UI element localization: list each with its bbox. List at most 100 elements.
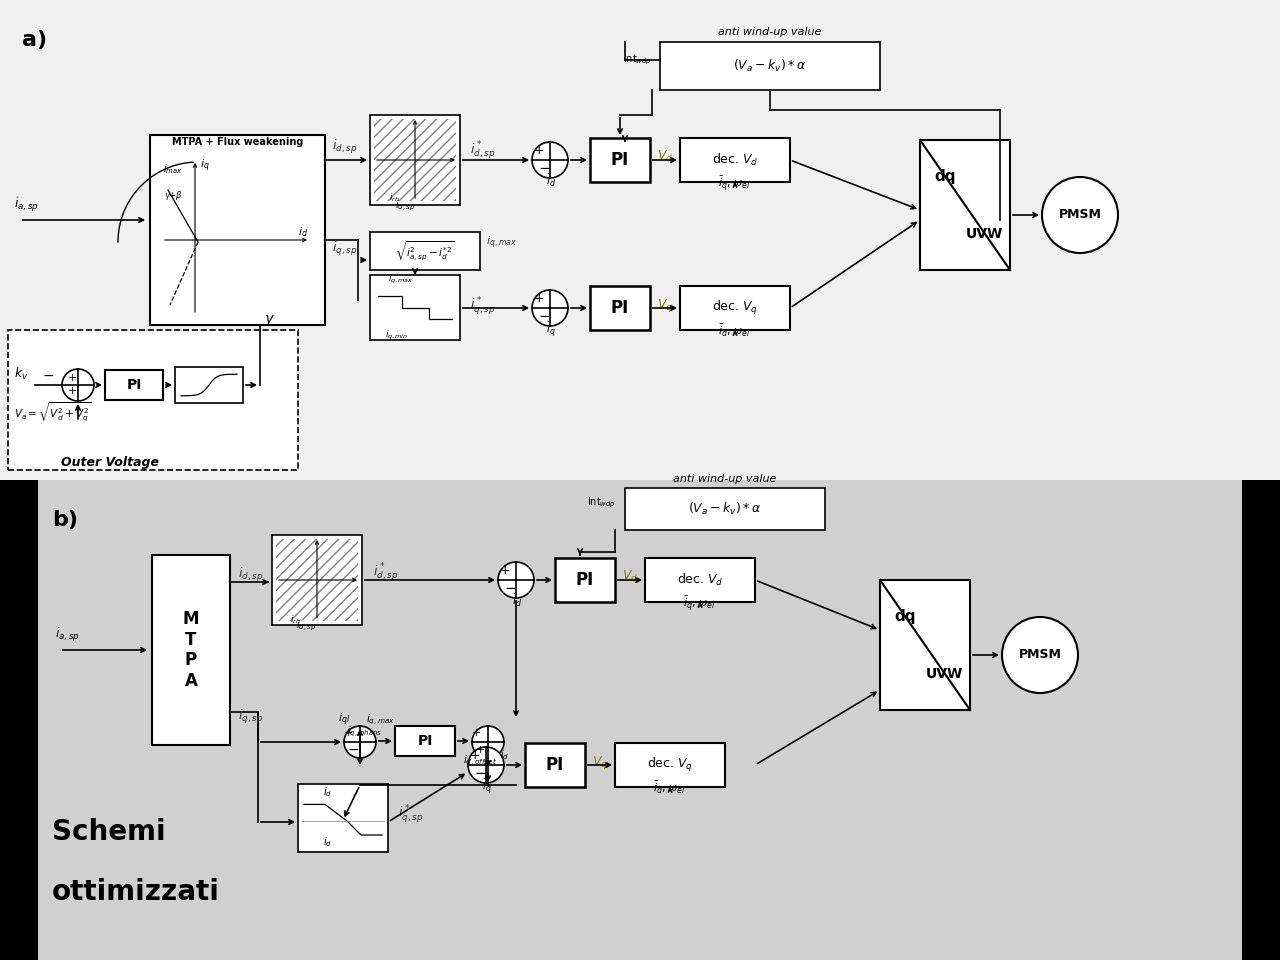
- Text: $V_q$: $V_q$: [591, 755, 608, 771]
- Bar: [614, 743, 724, 787]
- Text: dec. $V_d$: dec. $V_d$: [712, 152, 758, 168]
- Text: PI: PI: [417, 734, 433, 748]
- Bar: [396, 726, 454, 756]
- Text: $-$: $-$: [538, 159, 552, 174]
- Text: $-$: $-$: [42, 368, 54, 382]
- Bar: [1242, 480, 1280, 960]
- Text: anti wind-up value: anti wind-up value: [718, 27, 822, 37]
- Text: +: +: [68, 386, 77, 396]
- Text: $-$: $-$: [347, 742, 360, 756]
- Bar: [8, 330, 298, 470]
- Circle shape: [498, 562, 534, 598]
- Circle shape: [532, 290, 568, 326]
- Text: $-$: $-$: [538, 307, 552, 322]
- Text: +: +: [344, 728, 353, 738]
- Text: PMSM: PMSM: [1019, 649, 1061, 661]
- Circle shape: [468, 747, 504, 783]
- Text: M
T
P
A: M T P A: [183, 610, 200, 690]
- Text: $i_d$: $i_d$: [324, 835, 333, 849]
- Circle shape: [472, 726, 504, 758]
- Circle shape: [532, 142, 568, 178]
- Text: $i_{q,sp}^*$: $i_{q,sp}^*$: [398, 804, 424, 826]
- Text: $\bar{i}_d,\omega_{el}$: $\bar{i}_d,\omega_{el}$: [653, 780, 685, 796]
- Text: +: +: [476, 745, 485, 755]
- Bar: [298, 784, 388, 852]
- Text: +: +: [500, 564, 511, 577]
- Text: Int$_{wdp}$: Int$_{wdp}$: [588, 495, 616, 510]
- Bar: [0, 480, 38, 960]
- Text: a): a): [22, 30, 47, 50]
- Text: $(V_a-k_v)*\alpha$: $(V_a-k_v)*\alpha$: [689, 501, 762, 517]
- Text: $\bar{i}_q$: $\bar{i}_q$: [547, 321, 556, 339]
- Text: UVW: UVW: [927, 666, 964, 681]
- Text: $\sqrt{i_{a,sp}^2-i_d^{*2}}$: $\sqrt{i_{a,sp}^2-i_d^{*2}}$: [396, 239, 454, 263]
- Bar: [680, 286, 790, 330]
- Bar: [590, 286, 650, 330]
- Text: $i_d$: $i_d$: [324, 785, 333, 799]
- Bar: [590, 138, 650, 182]
- Text: $V_d$: $V_d$: [622, 569, 639, 584]
- Text: $i_{q,max}$: $i_{q,max}$: [366, 712, 396, 727]
- Circle shape: [1042, 177, 1117, 253]
- Bar: [370, 275, 460, 340]
- Text: $\bar{i}_d,\omega_{el}$: $\bar{i}_d,\omega_{el}$: [718, 323, 750, 339]
- Text: PI: PI: [576, 571, 594, 589]
- Text: $\bar{i}_q,\omega_{el}$: $\bar{i}_q,\omega_{el}$: [718, 174, 750, 193]
- Text: $i_{d,sp}$: $i_{d,sp}$: [238, 566, 264, 584]
- Bar: [660, 42, 881, 90]
- Bar: [150, 135, 325, 325]
- Text: $i_d$: $i_d$: [500, 748, 509, 762]
- Circle shape: [344, 726, 376, 758]
- Text: ottimizzati: ottimizzati: [52, 878, 220, 906]
- Bar: [370, 115, 460, 205]
- Bar: [105, 370, 163, 400]
- Text: $\gamma$: $\gamma$: [264, 313, 275, 328]
- Text: $\gamma$+$\beta$: $\gamma$+$\beta$: [164, 189, 183, 202]
- Text: Int$_{wdp}$: Int$_{wdp}$: [623, 53, 652, 67]
- Text: $i_{q,Johans}$: $i_{q,Johans}$: [347, 725, 381, 739]
- Text: dec. $V_d$: dec. $V_d$: [677, 572, 723, 588]
- Bar: [175, 367, 243, 403]
- Text: +: +: [534, 292, 544, 305]
- Text: $i_{q,max}$: $i_{q,max}$: [486, 234, 517, 251]
- Text: $V_q$: $V_q$: [657, 297, 673, 314]
- Text: $k_v$: $k_v$: [14, 366, 28, 382]
- Text: PI: PI: [545, 756, 564, 774]
- Text: $\bar{i}_q$: $\bar{i}_q$: [483, 778, 492, 796]
- Text: anti wind-up value: anti wind-up value: [673, 474, 777, 484]
- Bar: [680, 138, 790, 182]
- Text: +: +: [68, 373, 77, 383]
- Text: $i_{q,sp}$: $i_{q,sp}$: [238, 708, 264, 726]
- Bar: [152, 555, 230, 745]
- Text: $V_a=\sqrt{V_d^2+V_q^2}$: $V_a=\sqrt{V_d^2+V_q^2}$: [14, 401, 92, 424]
- Text: dq: dq: [934, 169, 956, 184]
- Text: $(V_a-k_v)*\alpha$: $(V_a-k_v)*\alpha$: [733, 58, 806, 74]
- Text: $i_{max}$: $i_{max}$: [163, 162, 183, 176]
- Circle shape: [1002, 617, 1078, 693]
- Text: $i_{d,offset}$: $i_{d,offset}$: [463, 754, 497, 769]
- Text: $-$: $-$: [504, 579, 517, 594]
- Text: dq: dq: [895, 609, 916, 624]
- Text: PI: PI: [611, 299, 630, 317]
- Text: Schemi: Schemi: [52, 818, 165, 846]
- Bar: [556, 558, 614, 602]
- Bar: [374, 119, 456, 201]
- Bar: [645, 558, 755, 602]
- Text: $i_{d,sp}^*$: $i_{d,sp}^*$: [372, 562, 398, 585]
- Bar: [625, 488, 826, 530]
- Text: $i_q$: $i_q$: [200, 157, 210, 174]
- Text: $i_{q,sp}^*$: $i_{q,sp}^*$: [470, 296, 495, 317]
- Text: $i_{rh}$: $i_{rh}$: [389, 191, 399, 204]
- Text: $V_d$: $V_d$: [657, 149, 673, 164]
- Text: $i_{a,sp}$: $i_{a,sp}$: [14, 196, 38, 214]
- Text: PI: PI: [127, 378, 142, 392]
- Text: $i_{a,sp}$: $i_{a,sp}$: [55, 626, 81, 644]
- Text: MTPA + Flux weakening: MTPA + Flux weakening: [173, 137, 303, 147]
- Text: Outer Voltage: Outer Voltage: [61, 456, 159, 469]
- Text: $i_{ql}$: $i_{ql}$: [338, 711, 351, 728]
- Text: $i_{d,sp}$: $i_{d,sp}$: [296, 618, 316, 633]
- Bar: [273, 535, 362, 625]
- Bar: [881, 580, 970, 710]
- Text: $\bar{i}_d$: $\bar{i}_d$: [512, 592, 522, 609]
- Text: $-$: $-$: [474, 764, 488, 779]
